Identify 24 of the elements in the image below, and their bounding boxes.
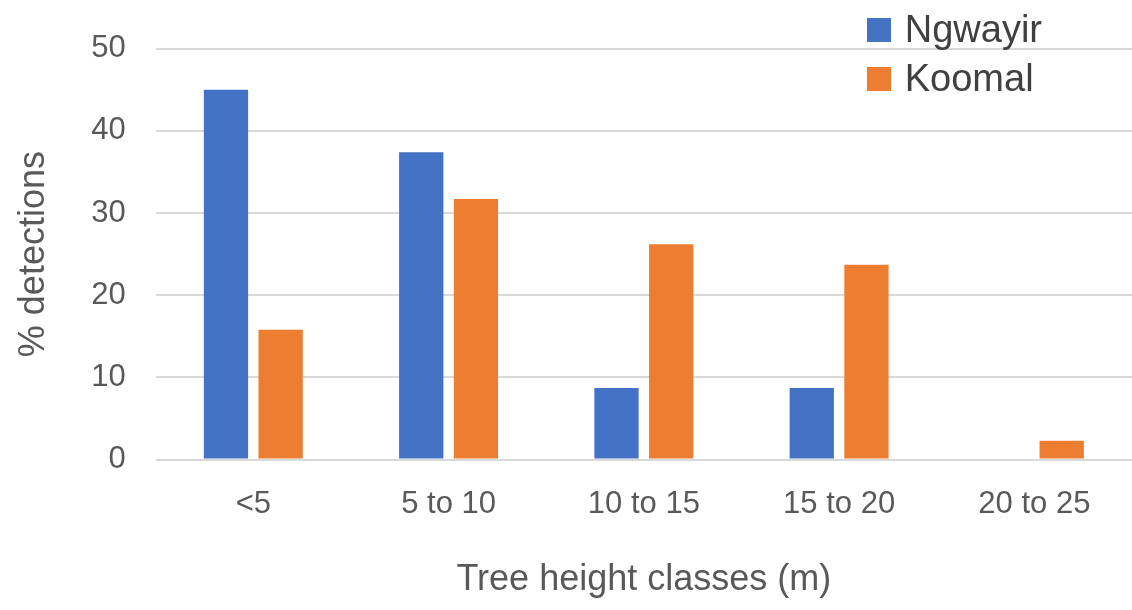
bar [649, 244, 694, 459]
bar [399, 152, 444, 459]
y-tick-label: 20 [91, 275, 126, 311]
x-tick-label: 20 to 25 [978, 484, 1091, 520]
bar [1039, 440, 1084, 459]
legend-label: Ngwayir [904, 8, 1042, 51]
y-tick-label: 0 [108, 440, 126, 476]
x-tick-label: 5 to 10 [401, 484, 496, 520]
y-tick-label: 30 [91, 193, 126, 229]
legend-label: Koomal [904, 57, 1034, 100]
bar [594, 388, 639, 459]
x-tick-label: 15 to 20 [783, 484, 896, 520]
y-tick-label: 40 [91, 111, 126, 147]
x-axis-title: Tree height classes (m) [456, 557, 832, 599]
x-tick-label: <5 [235, 484, 271, 520]
x-tick-label: 10 to 15 [587, 484, 700, 520]
y-axis-title: % detections [10, 151, 52, 358]
bar [203, 89, 249, 459]
y-tick-label: 10 [91, 357, 126, 393]
bar [789, 388, 834, 459]
bar [844, 264, 889, 459]
y-tick-label: 50 [91, 29, 126, 65]
bar [258, 329, 303, 459]
bar [453, 199, 499, 459]
